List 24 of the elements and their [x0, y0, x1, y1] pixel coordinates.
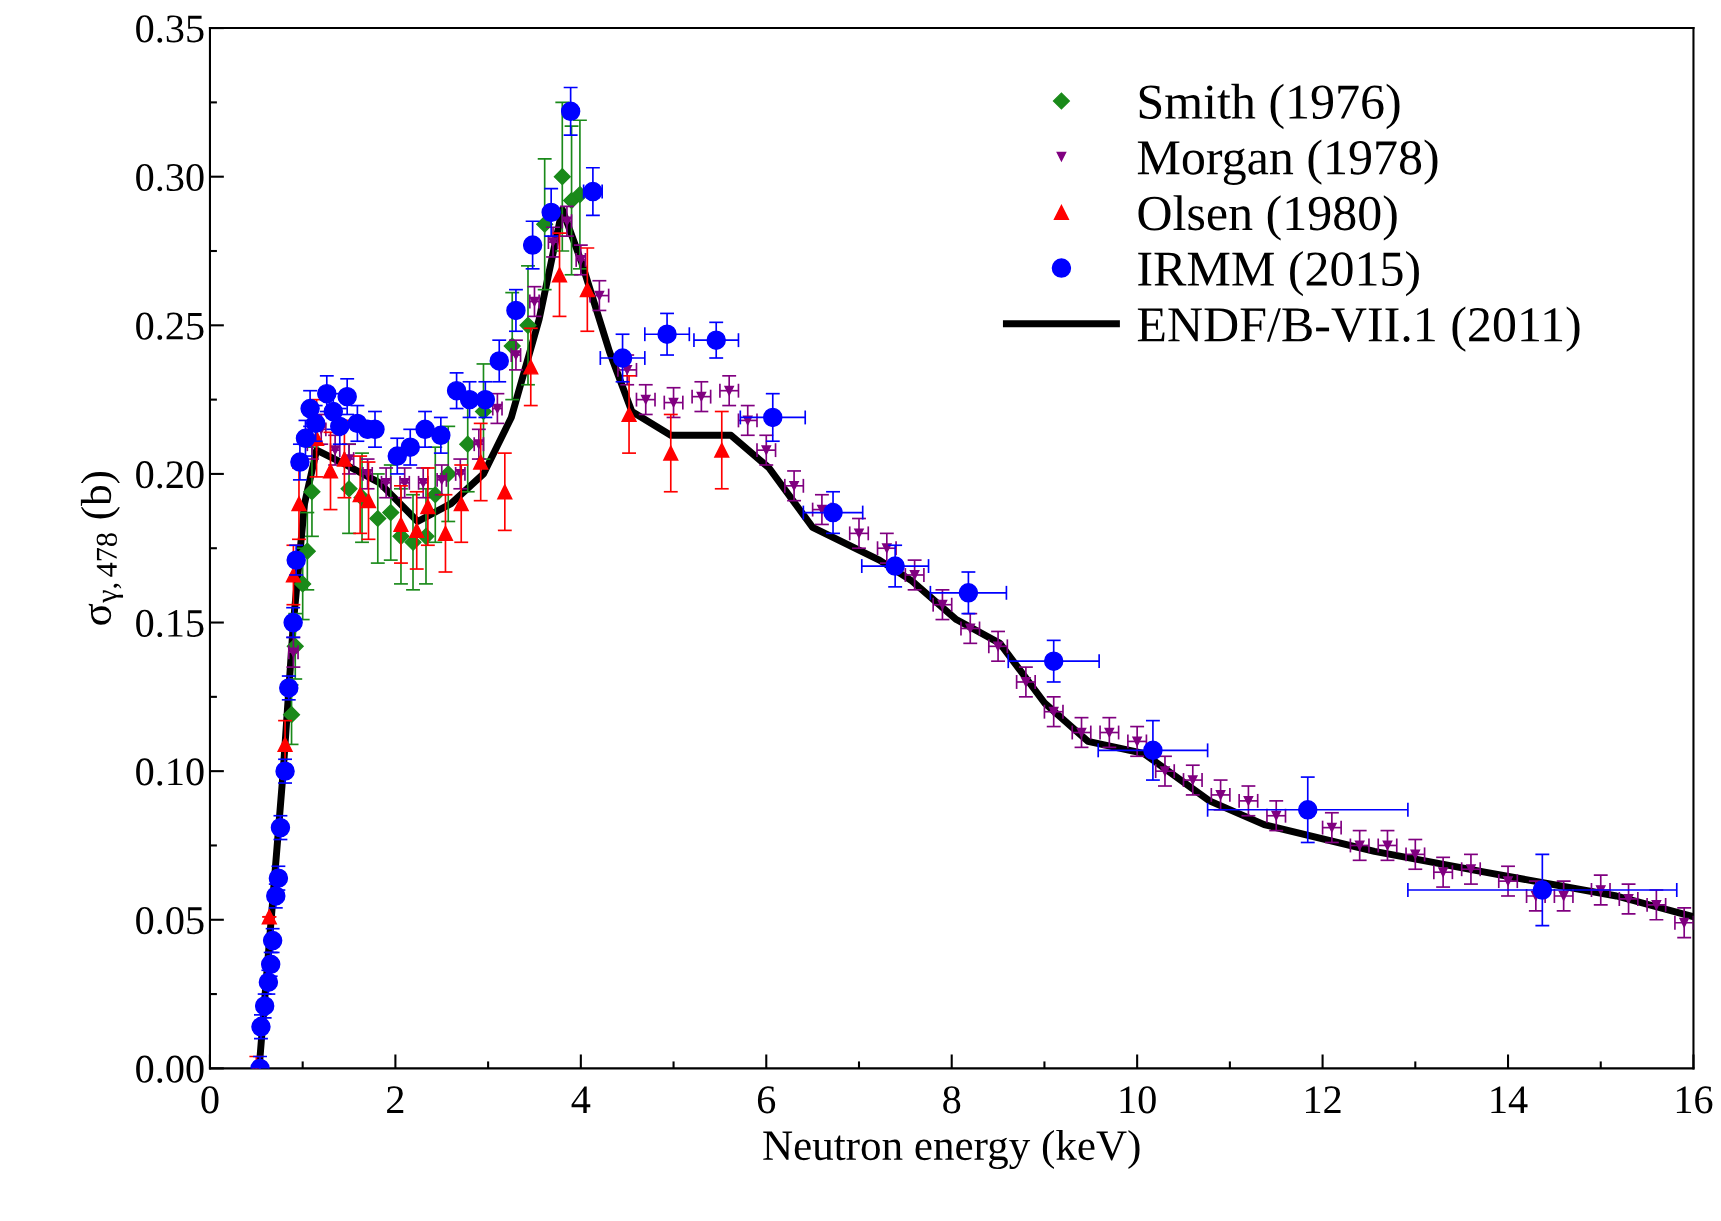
x-tick-label: 16: [1676, 1086, 1713, 1114]
x-tick-label: 12: [1305, 1086, 1341, 1113]
y-tick-label: 0.10: [136, 758, 204, 786]
y-tick-label: 0.00: [136, 1055, 204, 1083]
y-tick-label: 0.15: [136, 609, 204, 638]
y-tick-label: 0.25: [136, 312, 204, 340]
x-tick-label: 2: [387, 1086, 404, 1113]
x-tick-label: 6: [757, 1086, 776, 1114]
x-tick-label: 10: [1120, 1086, 1156, 1114]
legend-label: Olsen (1980): [1138, 195, 1397, 241]
x-tick-label: 14: [1491, 1086, 1528, 1113]
legend-label: Smith (1976): [1139, 83, 1400, 130]
x-axis-title: Neutron energy (keV): [763, 1129, 1140, 1170]
legend-label: IRMM (2015): [1138, 250, 1419, 297]
y-tick-label: 0.20: [136, 461, 204, 489]
x-tick-label: 0: [201, 1086, 219, 1114]
y-tick-label: 0.30: [136, 163, 204, 192]
legend-label: ENDF/B-VII.1 (2011): [1137, 306, 1580, 352]
x-tick-label: 8: [943, 1086, 961, 1114]
y-tick-label: 0.05: [136, 906, 204, 935]
legend-label: Morgan (1978): [1137, 139, 1438, 185]
x-tick-label: 4: [571, 1086, 591, 1113]
y-tick-label: 0.35: [136, 15, 204, 43]
y-axis-title: σ$_{γ,478}$ (b): [80, 472, 124, 625]
